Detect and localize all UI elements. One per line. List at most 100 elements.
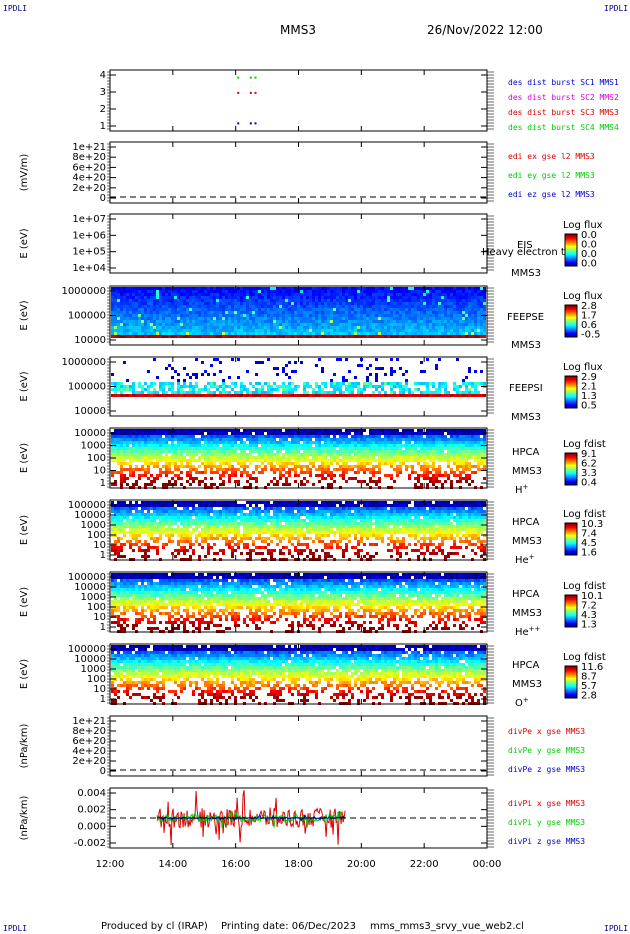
spectrogram-cell bbox=[273, 477, 276, 480]
spectrogram-cell bbox=[306, 287, 309, 290]
spectrogram-cell bbox=[207, 323, 210, 326]
spectrogram-cell bbox=[123, 329, 126, 332]
spectrogram-cell bbox=[342, 477, 345, 480]
spectrogram-cell bbox=[318, 391, 321, 394]
spectrogram-cell bbox=[402, 444, 405, 447]
spectrogram-cell bbox=[240, 305, 243, 308]
spectrogram-cell bbox=[225, 462, 228, 465]
spectrogram-cell bbox=[288, 456, 291, 459]
spectrogram-cell bbox=[288, 432, 291, 435]
spectrogram-cell bbox=[411, 290, 414, 293]
spectrogram-cell bbox=[375, 314, 378, 317]
spectrogram-cell bbox=[228, 317, 231, 320]
spectrogram-cell bbox=[435, 474, 438, 477]
spectrogram-cell bbox=[180, 296, 183, 299]
spectrogram-cell bbox=[363, 335, 366, 338]
spectrogram-cell bbox=[393, 468, 396, 471]
spectrogram-cell bbox=[321, 435, 324, 438]
spectrogram-cell bbox=[294, 471, 297, 474]
spectrogram-cell bbox=[342, 293, 345, 296]
spectrogram-cell bbox=[387, 459, 390, 462]
spectrogram-cell bbox=[450, 429, 453, 432]
spectrogram-cell bbox=[315, 394, 318, 397]
spectrogram-cell bbox=[231, 456, 234, 459]
spectrogram-cell bbox=[324, 435, 327, 438]
spectrogram-cell bbox=[111, 287, 114, 290]
colorbar-label-2: 0.0 bbox=[581, 240, 597, 251]
spectrogram-cell bbox=[432, 305, 435, 308]
spectrogram-cell bbox=[213, 450, 216, 453]
spectrogram-cell bbox=[153, 296, 156, 299]
spectrogram-cell bbox=[396, 444, 399, 447]
spectrogram-cell bbox=[132, 320, 135, 323]
spectrogram-cell bbox=[291, 447, 294, 450]
spectrogram-cell bbox=[291, 435, 294, 438]
spectrogram-cell bbox=[234, 323, 237, 326]
spectrogram-cell bbox=[456, 453, 459, 456]
spectrogram-cell bbox=[219, 394, 222, 397]
spectrogram-cell bbox=[132, 432, 135, 435]
spectrogram-cell bbox=[363, 317, 366, 320]
spectrogram-cell bbox=[237, 376, 240, 379]
spectrogram-cell bbox=[300, 438, 303, 441]
spectrogram-cell bbox=[159, 287, 162, 290]
spectrogram-cell bbox=[306, 471, 309, 474]
spectrogram-cell bbox=[429, 394, 432, 397]
spectrogram-cell bbox=[465, 394, 468, 397]
spectrogram-cell bbox=[483, 299, 486, 302]
spectrogram-cell bbox=[474, 326, 477, 329]
spectrogram-cell bbox=[411, 391, 414, 394]
spectrogram-cell bbox=[120, 290, 123, 293]
spectrogram-cell bbox=[216, 317, 219, 320]
spectrogram-cell bbox=[195, 391, 198, 394]
spectrogram-cell bbox=[252, 290, 255, 293]
spectrogram-cell bbox=[324, 382, 327, 385]
spectrogram-cell bbox=[303, 438, 306, 441]
spectrogram-cell bbox=[438, 471, 441, 474]
spectrogram-cell bbox=[186, 287, 189, 290]
spectrogram-cell bbox=[309, 441, 312, 444]
spectrogram-cell bbox=[459, 320, 462, 323]
spectrogram-cell bbox=[192, 296, 195, 299]
spectrogram-cell bbox=[345, 296, 348, 299]
spectrogram-cell bbox=[279, 308, 282, 311]
spectrogram-cell bbox=[414, 447, 417, 450]
spectrogram-cell bbox=[201, 299, 204, 302]
spectrogram-cell bbox=[447, 308, 450, 311]
spectrogram-cell bbox=[291, 453, 294, 456]
spectrogram-cell bbox=[117, 438, 120, 441]
spectrogram-cell bbox=[129, 326, 132, 329]
spectrogram-cell bbox=[390, 465, 393, 468]
spectrogram-cell bbox=[180, 450, 183, 453]
colorbar-segment bbox=[565, 311, 577, 313]
spectrogram-cell bbox=[147, 326, 150, 329]
spectrogram-cell bbox=[174, 391, 177, 394]
spectrogram-cell bbox=[192, 329, 195, 332]
spectrogram-cell bbox=[411, 438, 414, 441]
spectrogram-cell bbox=[438, 394, 441, 397]
spectrogram-cell bbox=[225, 329, 228, 332]
spectrogram-cell bbox=[177, 453, 180, 456]
spectrogram-cell bbox=[126, 379, 129, 382]
spectrogram-cell bbox=[210, 317, 213, 320]
spectrogram-cell bbox=[138, 326, 141, 329]
spectrogram-cell bbox=[162, 317, 165, 320]
spectrogram-cell bbox=[366, 483, 369, 486]
spectrogram-cell bbox=[393, 370, 396, 373]
spectrogram-cell bbox=[366, 468, 369, 471]
spectrogram-cell bbox=[129, 293, 132, 296]
spectrogram-cell bbox=[165, 335, 168, 338]
spectrogram-cell bbox=[357, 314, 360, 317]
spectrogram-cell bbox=[375, 429, 378, 432]
spectrogram-cell bbox=[231, 388, 234, 391]
spectrogram-cell bbox=[327, 391, 330, 394]
spectrogram-cell bbox=[375, 432, 378, 435]
spectrogram-cell bbox=[420, 447, 423, 450]
spectrogram-cell bbox=[315, 382, 318, 385]
spectrogram-cell bbox=[243, 459, 246, 462]
spectrogram-cell bbox=[204, 456, 207, 459]
spectrogram-cell bbox=[216, 305, 219, 308]
spectrogram-cell bbox=[351, 311, 354, 314]
spectrogram-cell bbox=[429, 447, 432, 450]
spectrogram-cell bbox=[150, 323, 153, 326]
